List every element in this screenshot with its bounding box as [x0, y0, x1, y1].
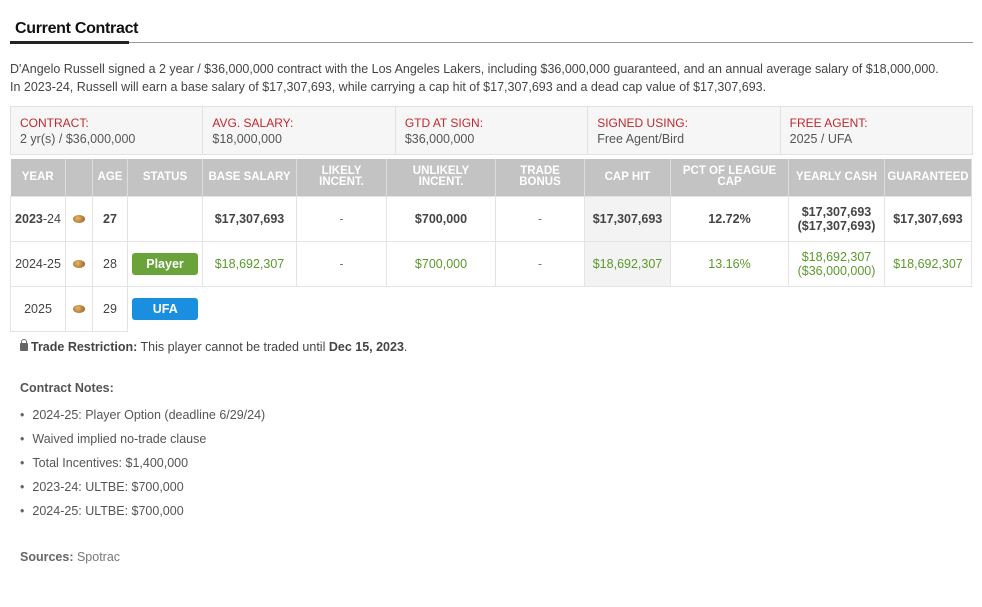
basketball-icon: [73, 260, 85, 269]
card-value: $36,000,000: [404, 132, 475, 146]
list-item: 2024-25: ULTBE: $700,000: [20, 500, 265, 524]
list-item: 2024-25: Player Option (deadline 6/29/24…: [20, 404, 265, 428]
year-start: 2023: [15, 211, 43, 226]
likely-cell: -: [296, 195, 387, 242]
pct-cell: 12.72%: [670, 195, 789, 242]
title-underline: [10, 41, 129, 44]
col-team: [65, 159, 93, 196]
summary-line-2: In 2023-24, Russell will earn a base sal…: [10, 80, 767, 94]
col-base-salary[interactable]: BASE SALARY: [202, 159, 297, 196]
cap-hit-cell: $17,307,693: [584, 195, 671, 242]
restriction-label: Trade Restriction:: [31, 340, 138, 354]
table-row: 2024-25 28 Player $18,692,307 - $700,000…: [10, 240, 972, 287]
yearly-cash-value: $18,692,307: [801, 249, 872, 264]
table-header-row: YEAR AGE STATUS BASE SALARY LIKELY INCEN…: [10, 159, 972, 196]
restriction-text: This player cannot be traded until: [137, 340, 329, 354]
year-cell: 2024-25: [10, 240, 66, 287]
table-row: 2025 29 UFA: [10, 285, 972, 332]
card-gtd-at-sign: GTD AT SIGN: $36,000,000: [396, 107, 589, 154]
base-salary-cell: $17,307,693: [202, 195, 297, 242]
likely-cell: -: [296, 240, 387, 287]
yearly-cash-cumulative: ($36,000,000): [797, 263, 876, 278]
guaranteed-cell: $18,692,307: [884, 240, 972, 287]
sources-value[interactable]: Spotrac: [73, 550, 121, 564]
base-salary-cell: $18,692,307: [202, 240, 297, 287]
section-title: Current Contract: [15, 20, 139, 37]
col-age[interactable]: AGE: [92, 159, 128, 196]
col-likely-incent[interactable]: LIKELY INCENT.: [296, 159, 387, 196]
table-row: 2023-24 27 $17,307,693 - $700,000 - $17,…: [10, 195, 972, 242]
card-label: GTD AT SIGN:: [404, 116, 484, 130]
player-option-badge: Player: [132, 252, 198, 275]
team-logo-cell: [65, 285, 93, 332]
trade-bonus-cell: -: [495, 240, 585, 287]
status-cell: Player: [127, 240, 203, 287]
list-item: Waived implied no-trade clause: [20, 428, 265, 452]
status-cell: [127, 195, 203, 242]
guaranteed-cell: $17,307,693: [884, 195, 972, 242]
basketball-icon: [73, 305, 85, 314]
card-label: SIGNED USING:: [597, 116, 688, 130]
team-logo-cell: [65, 240, 93, 287]
col-status[interactable]: STATUS: [127, 159, 203, 196]
age-cell: 28: [92, 240, 128, 287]
card-label: FREE AGENT:: [789, 116, 868, 130]
status-cell: UFA: [128, 286, 203, 331]
col-yearly-cash[interactable]: YEARLY CASH: [788, 159, 885, 196]
card-signed-using: SIGNED USING: Free Agent/Bird: [588, 107, 781, 154]
card-free-agent: FREE AGENT: 2025 / UFA: [781, 107, 972, 154]
col-pct-league-cap[interactable]: PCT OF LEAGUE CAP: [670, 159, 789, 196]
sources: Sources: Spotrac: [20, 550, 120, 564]
contract-notes-title: Contract Notes:: [20, 381, 114, 395]
cap-hit-cell: $18,692,307: [584, 240, 671, 287]
lock-icon: [20, 339, 28, 351]
empty-cell: [203, 286, 972, 331]
ufa-badge: UFA: [132, 297, 199, 320]
section-header: Current Contract: [10, 14, 973, 44]
yearly-cash-cell: $17,307,693 ($17,307,693): [788, 195, 885, 242]
card-label: AVG. SALARY:: [212, 116, 294, 130]
card-value: 2025 / UFA: [789, 132, 853, 146]
col-trade-bonus[interactable]: TRADE BONUS: [495, 159, 585, 196]
age-cell: 27: [92, 195, 128, 242]
year-cell: 2023-24: [10, 195, 66, 242]
age-cell: 29: [92, 285, 128, 332]
yearly-cash-value: $17,307,693: [801, 204, 872, 219]
sources-label: Sources:: [20, 550, 74, 564]
yearly-cash-cumulative: ($17,307,693): [797, 218, 876, 233]
card-value: Free Agent/Bird: [597, 132, 685, 146]
year-cell: 2025: [10, 285, 66, 332]
col-year[interactable]: YEAR: [10, 159, 66, 196]
contract-notes-list: 2024-25: Player Option (deadline 6/29/24…: [20, 404, 265, 524]
card-value: $18,000,000: [212, 132, 282, 146]
card-label: CONTRACT:: [20, 116, 89, 130]
contract-table: YEAR AGE STATUS BASE SALARY LIKELY INCEN…: [10, 159, 972, 332]
contract-summary: D'Angelo Russell signed a 2 year / $36,0…: [10, 60, 975, 96]
basketball-icon: [73, 215, 85, 224]
list-item: Total Incentives: $1,400,000: [20, 452, 265, 476]
card-value: 2 yr(s) / $36,000,000: [20, 132, 136, 146]
restriction-date: Dec 15, 2023: [328, 340, 404, 354]
list-item: 2023-24: ULTBE: $700,000: [20, 476, 265, 500]
yearly-cash-cell: $18,692,307 ($36,000,000): [788, 240, 885, 287]
card-avg-salary: AVG. SALARY: $18,000,000: [203, 107, 396, 154]
col-unlikely-incent[interactable]: UNLIKELY INCENT.: [386, 159, 496, 196]
restriction-period: .: [403, 340, 408, 354]
unlikely-cell: $700,000: [386, 195, 496, 242]
col-guaranteed[interactable]: GUARANTEED: [884, 159, 972, 196]
card-contract: CONTRACT: 2 yr(s) / $36,000,000: [11, 107, 204, 154]
trade-bonus-cell: -: [495, 195, 585, 242]
contract-cards: CONTRACT: 2 yr(s) / $36,000,000 AVG. SAL…: [10, 106, 973, 155]
team-logo-cell: [65, 195, 93, 242]
trade-restriction: Trade Restriction: This player cannot be…: [20, 339, 408, 354]
pct-cell: 13.16%: [670, 240, 789, 287]
year-end: -24: [42, 211, 61, 226]
unlikely-cell: $700,000: [386, 240, 496, 287]
summary-line-1: D'Angelo Russell signed a 2 year / $36,0…: [10, 62, 939, 76]
col-cap-hit[interactable]: CAP HIT: [584, 159, 671, 196]
